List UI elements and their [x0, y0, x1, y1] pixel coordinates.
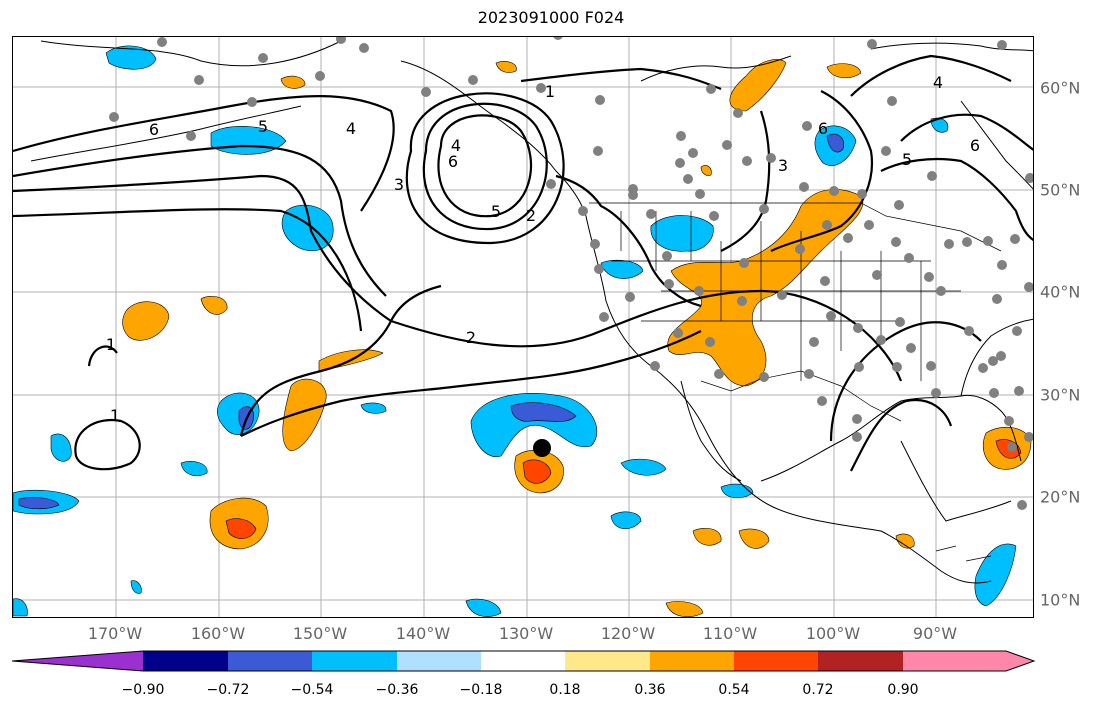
contour-label: 3 [394, 175, 404, 194]
political-borders [589, 202, 1002, 562]
lat-label: 30°N [1040, 385, 1081, 405]
coastlines [30, 40, 1033, 584]
colorbar-tick-label: 0.90 [887, 682, 919, 698]
positive-anomaly-shading [122, 59, 1032, 617]
colorbar-segment [818, 651, 903, 671]
contour-label: 4 [451, 136, 461, 155]
contour-label: 3 [778, 156, 788, 175]
lat-label: 50°N [1040, 180, 1081, 200]
colorbar-segment [481, 651, 565, 671]
lon-label: 140°W [395, 624, 451, 643]
contour-label: 4 [933, 73, 943, 92]
contour-label: 6 [970, 136, 980, 155]
colorbar-tick-label: 0.72 [802, 682, 834, 698]
colorbar-segment [734, 651, 818, 671]
contour-label: 1 [110, 406, 120, 425]
colorbar-segment [650, 651, 734, 671]
negative-anomaly-shading [13, 45, 1017, 617]
colorbar-tick-label: −0.54 [290, 682, 334, 698]
contour-label: 1 [106, 335, 116, 354]
lon-label: 170°W [87, 624, 143, 643]
colorbar-tick-label: 0.18 [549, 682, 581, 698]
contour-label: 5 [902, 150, 912, 169]
lon-label: 100°W [805, 624, 861, 643]
contour-lines [13, 54, 1033, 472]
colorbar-segment [903, 651, 1006, 671]
storm-center-marker[interactable] [533, 439, 551, 457]
colorbar-segment [397, 651, 481, 671]
contour-label: 6 [818, 119, 828, 138]
contour-label-group: 1 1 1 2 2 3 3 4 4 4 5 5 5 6 6 6 6 [106, 73, 980, 425]
contour-label: 2 [466, 328, 476, 347]
lat-label: 40°N [1040, 282, 1081, 302]
lon-label: 150°W [292, 624, 348, 643]
colorbar-segment [312, 651, 397, 671]
contour-label: 1 [545, 82, 555, 101]
lat-label: 10°N [1040, 590, 1081, 610]
station-markers [109, 37, 1033, 510]
map-title: 2023091000 F024 [477, 8, 625, 27]
colorbar-segment [228, 651, 312, 671]
colorbar-extend-low [12, 651, 143, 671]
colorbar-outline [11, 650, 1036, 672]
colorbar-tick-label: −0.36 [375, 682, 419, 698]
colorbar-tick-label: 0.54 [718, 682, 750, 698]
colorbar-tick-label: −0.90 [121, 682, 165, 698]
lon-label: 110°W [702, 624, 758, 643]
colorbar-extend-high [1006, 651, 1034, 671]
map-panel[interactable]: 1 1 1 2 2 3 3 4 4 4 5 5 5 6 6 6 6 [12, 36, 1034, 618]
lat-label: 60°N [1040, 78, 1081, 98]
contour-label: 6 [149, 120, 159, 139]
lon-label: 160°W [190, 624, 246, 643]
contour-label: 4 [346, 119, 356, 138]
lon-label: 130°W [498, 624, 554, 643]
colorbar-tick-label: −0.18 [459, 682, 503, 698]
contour-label: 5 [491, 202, 501, 221]
colorbar-segment [565, 651, 650, 671]
lon-label: 120°W [600, 624, 656, 643]
contour-label: 6 [448, 152, 458, 171]
map-canvas: 1 1 1 2 2 3 3 4 4 4 5 5 5 6 6 6 6 [13, 37, 1033, 617]
colorbar-tick-label: 0.36 [634, 682, 666, 698]
lon-label: 90°W [912, 624, 958, 643]
colorbar-tick-label: −0.72 [206, 682, 250, 698]
colorbar-segment [143, 651, 228, 671]
colorbar-segments [12, 651, 1034, 671]
lat-label: 20°N [1040, 487, 1081, 507]
contour-label: 2 [526, 206, 536, 225]
contour-label: 5 [258, 117, 268, 136]
